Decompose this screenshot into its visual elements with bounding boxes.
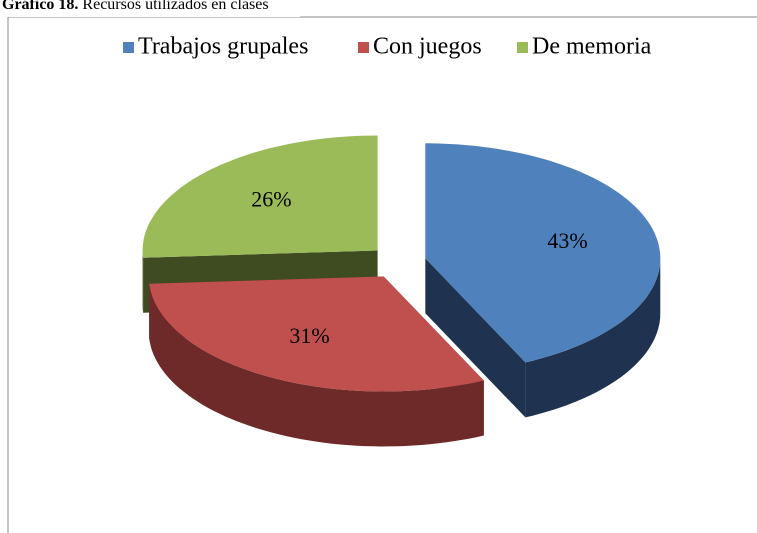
legend-label: Con juegos xyxy=(373,34,482,60)
slice-top xyxy=(425,143,661,363)
slice-top xyxy=(142,135,378,258)
data-label: 43% xyxy=(547,228,587,253)
slice-side xyxy=(142,250,144,313)
slice-cut-face xyxy=(425,258,526,418)
legend-swatch xyxy=(358,42,369,53)
legend-swatch xyxy=(517,42,528,53)
title-label: Gráfico 18. xyxy=(2,0,78,13)
slice-top xyxy=(149,276,484,392)
legend-label: De memoria xyxy=(532,34,652,60)
data-label: 31% xyxy=(289,323,329,348)
legend-swatch xyxy=(123,42,134,53)
slice-side xyxy=(149,283,484,447)
pie-slice: 43% xyxy=(425,143,661,418)
legend-label: Trabajos grupales xyxy=(138,34,308,60)
data-label: 26% xyxy=(251,187,291,212)
pie-slice: 31% xyxy=(149,276,484,447)
title-bg xyxy=(0,0,300,17)
chart-title: Gráfico 18. Recursos utilizados en clases xyxy=(2,0,269,13)
slice-side xyxy=(525,258,661,418)
title-text: Recursos utilizados en clases xyxy=(82,0,268,13)
